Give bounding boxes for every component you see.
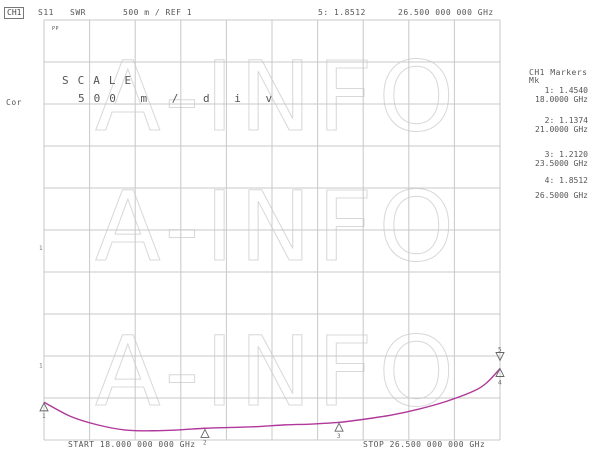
marker-panel-subtitle: Mk: [529, 76, 540, 85]
marker-2[interactable]: 2: [200, 428, 210, 446]
watermark-text: A-INFO: [95, 171, 460, 283]
watermark-text: A-INFO: [95, 316, 460, 428]
marker-1[interactable]: 1: [39, 401, 49, 420]
watermark-text: A-INFO: [95, 41, 460, 153]
marker-3-value: 3: 1.2120: [544, 150, 588, 159]
marker-2-frequency: 21.0000 GHz: [535, 125, 588, 134]
trace-layer: [43, 368, 501, 432]
marker-triangle-icon: [200, 428, 210, 438]
stop-frequency: STOP 26.500 000 000 GHz: [363, 440, 486, 449]
marker-5[interactable]: 5: [495, 346, 505, 362]
reference-tick-label: 1: [39, 245, 43, 252]
active-marker-frequency: 26.500 000 000 GHz: [398, 8, 494, 17]
swr-trace: [43, 368, 501, 432]
marker-triangle-icon: [495, 352, 505, 362]
scale-title: SCALE: [62, 74, 141, 87]
marker-1-value: 1: 1.4540: [544, 86, 588, 95]
marker-2-value: 2: 1.1374: [544, 116, 588, 125]
graticule: 11: [39, 19, 501, 441]
marker-4-value: 4: 1.8512: [544, 176, 588, 185]
marker-triangle-icon: [334, 422, 344, 432]
active-marker-value: 5: 1.8512: [318, 8, 366, 17]
marker-number-label: 2: [203, 439, 207, 446]
marker-1-frequency: 18.0000 GHz: [535, 95, 588, 104]
marker-number-label: 5: [498, 346, 502, 353]
marker-panel-title: CH1 Markers: [529, 68, 588, 77]
marker-layer: 1 2 3 4 5: [39, 346, 505, 446]
channel-indicator[interactable]: CH1: [4, 7, 25, 19]
marker-triangle-icon: [39, 401, 49, 412]
marker-number-label: 4: [498, 379, 502, 386]
scale-ref-label: 500 m / REF 1: [123, 8, 193, 17]
watermark: A-INFO A-INFO A-INFO: [95, 41, 460, 429]
marker-number-label: 3: [337, 433, 341, 440]
start-frequency: START 18.000 000 000 GHz: [68, 440, 196, 449]
reference-tick-label: 1: [39, 362, 43, 369]
marker-4-frequency: 26.5000 GHz: [535, 191, 588, 200]
pp-indicator: PP: [52, 26, 60, 32]
marker-3-frequency: 23.5000 GHz: [535, 159, 588, 168]
marker-number-label: 1: [42, 413, 46, 420]
format-label: SWR: [70, 8, 86, 17]
parameter-label: S11: [38, 8, 54, 17]
correction-indicator: Cor: [6, 98, 22, 107]
marker-triangle-icon: [495, 367, 505, 377]
marker-4[interactable]: 4: [495, 367, 505, 386]
marker-3[interactable]: 3: [334, 422, 344, 440]
scale-value: 500 m / d i v: [78, 92, 282, 105]
